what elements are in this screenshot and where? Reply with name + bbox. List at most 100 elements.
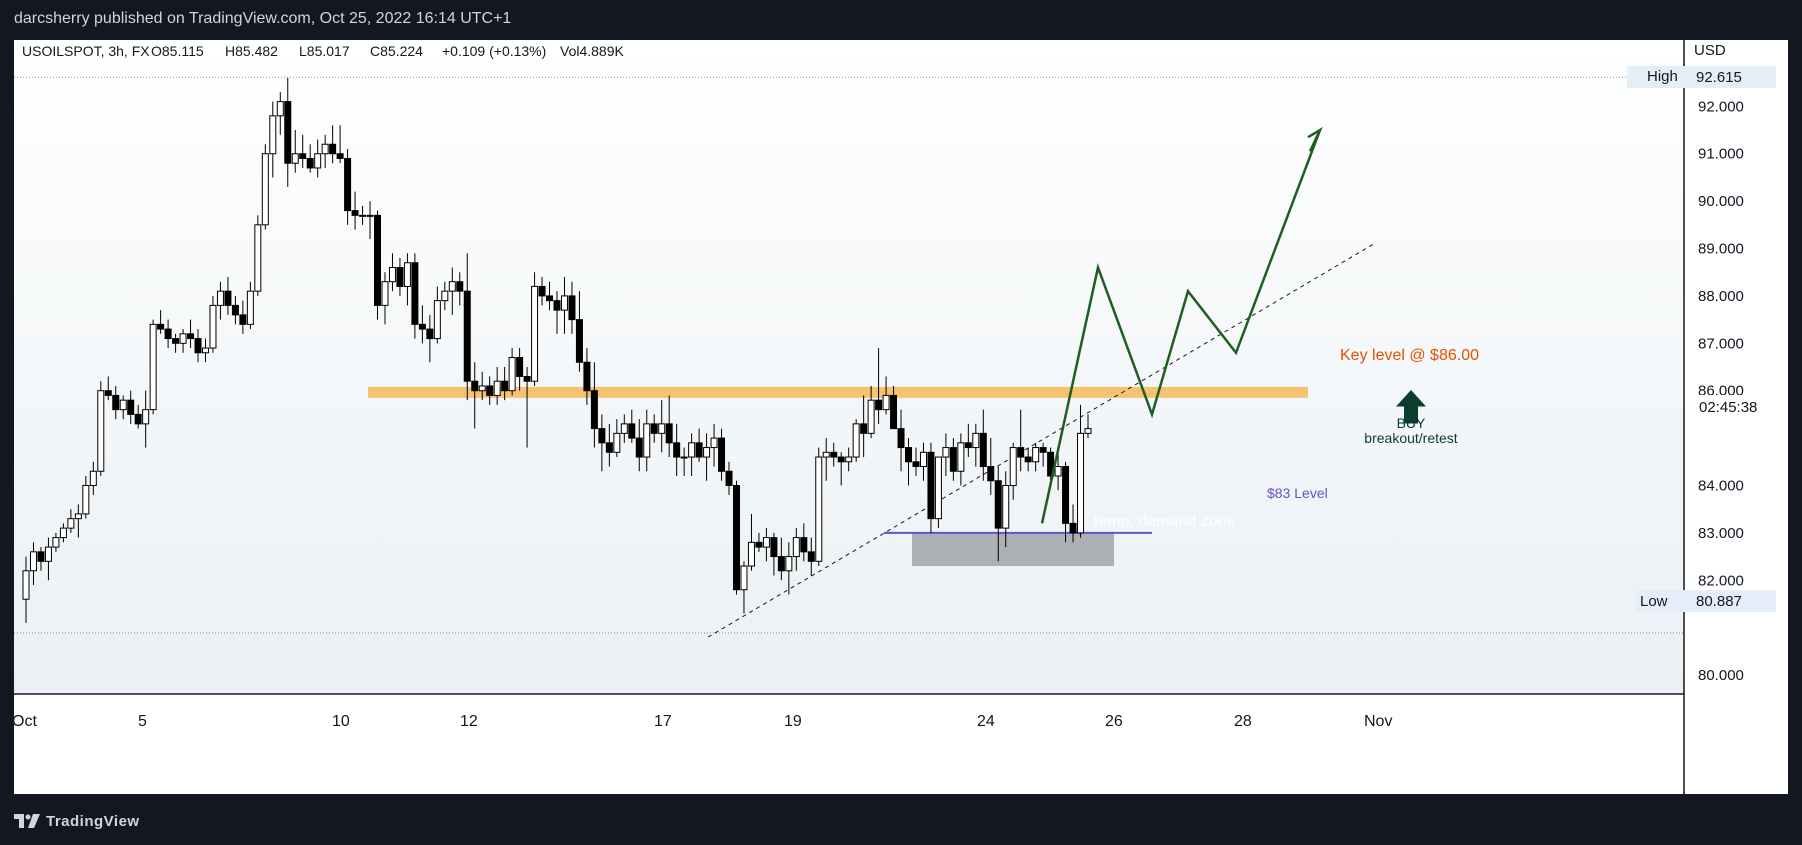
candle-body-down [875, 399, 883, 411]
candle-body-up [276, 101, 284, 117]
candle-body-down [628, 423, 636, 439]
candle-body-up [688, 442, 696, 458]
candle-body-down [157, 323, 165, 330]
key-level-band [368, 386, 1308, 398]
footer-brand[interactable]: TradingView [14, 806, 140, 836]
candle [388, 253, 396, 292]
candle [164, 319, 172, 349]
candle-body-up [89, 470, 97, 486]
candle [732, 480, 740, 595]
low-label-box [1636, 590, 1686, 612]
candle-body-down [1039, 447, 1047, 453]
candle-body-up [785, 556, 793, 572]
candle-body-up [1002, 484, 1010, 529]
candle [800, 523, 808, 562]
candle [59, 523, 67, 543]
candle [44, 537, 52, 581]
candle [1069, 504, 1077, 543]
candle-body-up [613, 432, 621, 453]
candle [403, 253, 411, 306]
candle [74, 504, 82, 538]
candle-body-down [396, 266, 404, 287]
candle [351, 191, 359, 230]
candle [598, 414, 606, 472]
candle [1032, 442, 1040, 472]
candle-body-up [403, 262, 411, 287]
candle [471, 362, 479, 429]
candle-body-down [299, 153, 307, 159]
high-label-box [1627, 66, 1687, 88]
candle-body-up [1077, 432, 1085, 534]
candle-body-down [770, 537, 778, 558]
candle [905, 438, 913, 486]
candle [934, 456, 942, 529]
chart-panel[interactable]: 80.000 82.000 83.000 84.000 86.000 87.000 88.0… [14, 40, 1788, 794]
demand-zone-label: temp. demand zone [1094, 513, 1236, 530]
candle-body-up [359, 214, 367, 217]
candle [531, 272, 539, 386]
candle-body-down [284, 101, 292, 164]
candle-body-up [433, 300, 441, 340]
candle-body-down [837, 456, 845, 463]
candle-body-up [493, 380, 501, 396]
candle [194, 329, 202, 363]
countdown-label: 02:45:38 [1699, 399, 1757, 416]
candle [381, 272, 389, 325]
candle [1062, 461, 1070, 543]
candle [755, 532, 763, 552]
candle [688, 433, 696, 476]
candle [747, 513, 755, 571]
y-tick-label: 88.000 [1698, 288, 1744, 305]
candle [261, 144, 269, 230]
candle [1024, 447, 1032, 472]
candle [418, 305, 426, 344]
candle-body-down [112, 394, 120, 411]
candle-body-down [351, 210, 359, 216]
candle [157, 310, 165, 334]
y-tick-label: 82.000 [1698, 572, 1744, 589]
legend-close: C85.224 [370, 43, 423, 59]
candle [718, 428, 726, 481]
price-chart[interactable]: 80.00082.00083.00084.00086.00087.00088.0… [14, 40, 1788, 794]
y-tick-label: 91.000 [1698, 146, 1744, 163]
candle [314, 139, 322, 178]
candle-body-down [905, 447, 913, 463]
candle-body-down [598, 428, 606, 444]
high-label: High [1647, 68, 1678, 85]
candle [172, 333, 180, 353]
candle [628, 409, 636, 443]
candle-body-up [119, 399, 127, 411]
candle-body-up [478, 385, 486, 392]
candle [583, 348, 591, 405]
candle-body-down [187, 333, 195, 340]
candle-body-down [695, 442, 703, 458]
level-83-label: $83 Level [1267, 485, 1328, 501]
y-tick-label: 87.000 [1698, 335, 1744, 352]
candle [329, 125, 337, 164]
candle [448, 267, 456, 315]
candle [1002, 471, 1010, 548]
tradingview-brand-text: TradingView [46, 812, 140, 830]
candle-body-down [456, 281, 464, 292]
candle-body-down [927, 451, 935, 520]
candle [987, 438, 995, 495]
candle-body-down [224, 290, 232, 306]
countdown-box [1686, 395, 1784, 419]
candle-body-down [583, 361, 591, 392]
candle-body-up [254, 224, 262, 292]
candle [538, 276, 546, 306]
candle-body-down [949, 447, 957, 472]
x-tick-label: 26 [1105, 713, 1123, 730]
candle-body-up [97, 390, 105, 472]
x-tick-label: Oct [14, 713, 37, 730]
y-tick-label: 90.000 [1698, 193, 1744, 210]
candle [845, 447, 853, 472]
low-label: Low [1640, 593, 1668, 610]
candle [875, 348, 883, 424]
candle [321, 134, 329, 168]
y-tick-label: 89.000 [1698, 241, 1744, 258]
x-tick-label: Nov [1364, 713, 1392, 730]
candle [486, 376, 494, 405]
candle [837, 452, 845, 486]
candle [822, 438, 830, 481]
